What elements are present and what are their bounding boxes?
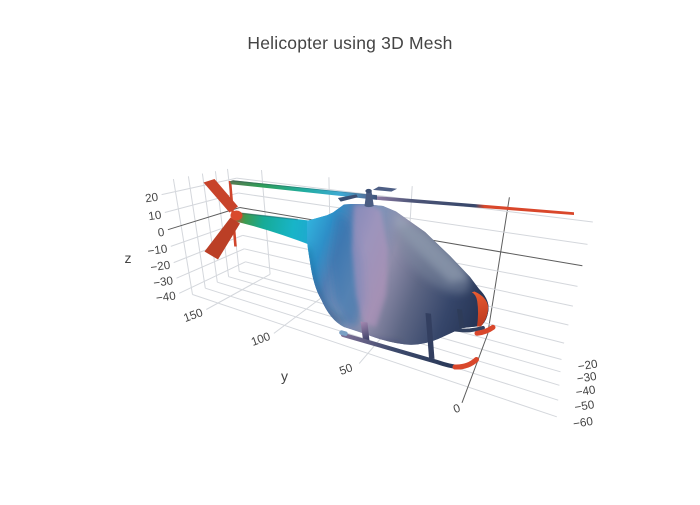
svg-text:−20: −20 <box>577 357 599 373</box>
svg-text:10: 10 <box>148 209 163 224</box>
svg-text:Helicopter using 3D Mesh: Helicopter using 3D Mesh <box>247 33 452 53</box>
svg-text:150: 150 <box>182 306 205 325</box>
svg-text:50: 50 <box>338 361 355 378</box>
svg-text:−50: −50 <box>574 398 596 414</box>
svg-text:−10: −10 <box>147 242 169 258</box>
svg-text:−40: −40 <box>155 289 177 305</box>
svg-text:0: 0 <box>452 401 463 416</box>
svg-text:−60: −60 <box>572 415 594 431</box>
svg-text:z: z <box>125 250 132 266</box>
svg-text:−20: −20 <box>150 259 172 275</box>
svg-text:100: 100 <box>249 330 272 349</box>
svg-text:0: 0 <box>157 226 166 240</box>
svg-text:−30: −30 <box>152 274 174 290</box>
svg-text:20: 20 <box>144 191 159 206</box>
svg-text:−30: −30 <box>576 370 598 386</box>
svg-text:−40: −40 <box>575 383 597 399</box>
svg-text:y: y <box>281 368 288 384</box>
